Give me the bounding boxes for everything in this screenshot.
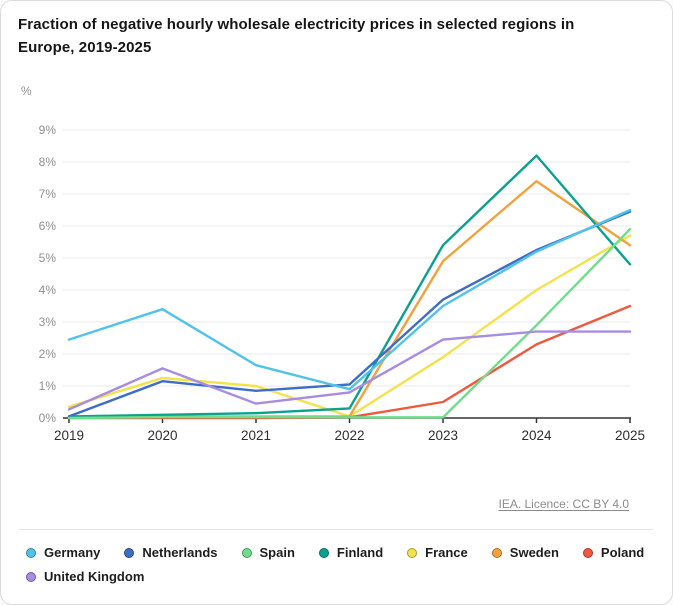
y-axis-label-3%: 3% <box>39 315 57 329</box>
legend-label-france: France <box>425 545 468 560</box>
line-chart: % 0% 1% 2% 3% 4% 5% 6% 7% 8% 9% 2019 2020 2021 2022 202… <box>21 84 645 443</box>
legend-marker-netherlands <box>124 547 135 558</box>
x-axis-label-2019: 2019 <box>54 428 84 443</box>
legend-row-2: United Kingdom <box>26 569 656 584</box>
legend-marker-finland <box>318 547 329 558</box>
y-axis-label-0%: 0% <box>39 411 57 425</box>
series-line-united-kingdom <box>67 330 632 411</box>
legend-marker-sweden <box>491 547 502 558</box>
y-axis-label-8%: 8% <box>39 155 57 169</box>
y-axis-label-7%: 7% <box>39 187 57 201</box>
legend-label-netherlands: Netherlands <box>142 545 218 560</box>
series-line-spain <box>67 227 632 420</box>
legend-marker-spain <box>241 547 252 558</box>
legend-row-1: Germany Netherlands Spain Finland France Swed… <box>26 545 656 560</box>
legend-marker-germany <box>26 547 36 558</box>
legend-marker-united-kingdom <box>26 571 36 582</box>
series-line-netherlands <box>67 210 632 418</box>
legend-item-finland[interactable]: Finland <box>318 545 384 560</box>
legend-label-spain: Spain <box>259 545 295 560</box>
y-axis-unit-label: % <box>21 84 32 98</box>
y-axis-label-2%: 2% <box>39 347 57 361</box>
iea-licence-link[interactable]: IEA. Licence: CC BY 4.0 <box>498 497 629 511</box>
legend-marker-france <box>407 547 418 558</box>
x-axis-label-2025: 2025 <box>615 428 645 443</box>
x-axis-label-2024: 2024 <box>521 428 552 443</box>
series-line-finland <box>67 154 632 418</box>
legend-label-finland: Finland <box>336 545 384 560</box>
legend-item-united-kingdom[interactable]: United Kingdom <box>26 569 144 584</box>
x-axis-label-2022: 2022 <box>334 428 364 443</box>
x-axis-label-2020: 2020 <box>147 428 177 443</box>
y-axis-label-6%: 6% <box>39 219 57 233</box>
divider <box>19 529 654 530</box>
y-axis-label-5%: 5% <box>39 251 57 265</box>
y-axis-label-9%: 9% <box>39 123 57 137</box>
legend-item-germany[interactable]: Germany <box>26 545 100 560</box>
legend-item-sweden[interactable]: Sweden <box>491 545 559 560</box>
legend-item-france[interactable]: France <box>407 545 468 560</box>
legend-item-netherlands[interactable]: Netherlands <box>124 545 218 560</box>
footer: IEA. Licence: CC BY 4.0 <box>498 495 629 513</box>
y-axis-label-1%: 1% <box>39 379 57 393</box>
legend-label-united-kingdom: United Kingdom <box>44 569 145 584</box>
chart-title: Fraction of negative hourly wholesale el… <box>18 16 575 57</box>
series-line-germany <box>67 208 632 391</box>
series-line-poland <box>67 304 632 420</box>
legend-label-poland: Poland <box>600 545 645 560</box>
legend-label-sweden: Sweden <box>509 545 559 560</box>
legend-marker-poland <box>582 547 593 558</box>
x-axis-label-2023: 2023 <box>428 428 458 443</box>
legend-label-germany: Germany <box>44 545 101 560</box>
legend-item-poland[interactable]: Poland <box>582 545 645 560</box>
chart-legend: Germany Netherlands Spain Finland France Swed… <box>26 545 656 584</box>
x-axis-label-2021: 2021 <box>241 428 271 443</box>
y-axis-label-4%: 4% <box>39 283 57 297</box>
legend-item-spain[interactable]: Spain <box>241 545 295 560</box>
